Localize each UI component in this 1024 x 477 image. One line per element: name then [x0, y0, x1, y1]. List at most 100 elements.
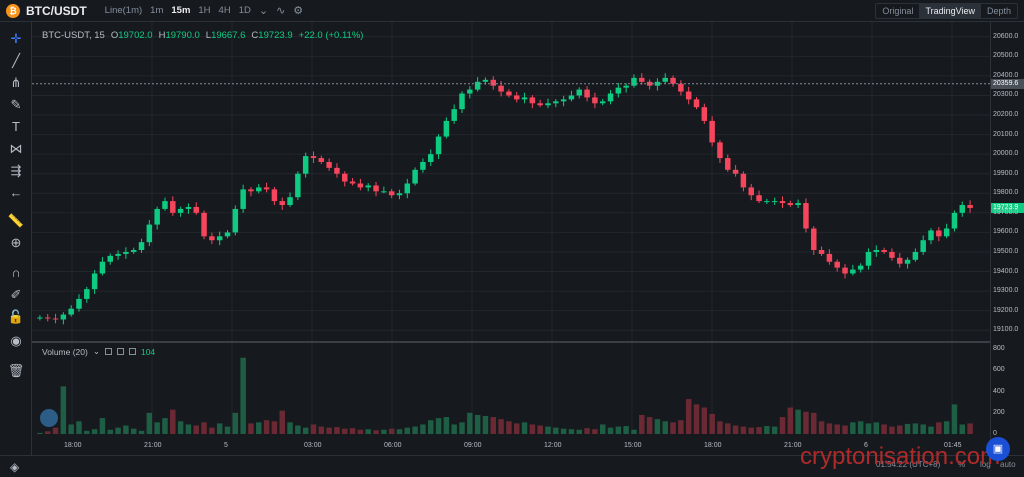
- view-depth[interactable]: Depth: [986, 6, 1011, 16]
- view-original[interactable]: Original: [882, 6, 914, 16]
- candle-body: [639, 77, 645, 82]
- time-tick-label: 18:00: [64, 442, 82, 449]
- volume-bar: [779, 417, 786, 434]
- time-axis[interactable]: 18:00 21:00 5 03:00 06:00 09:00 12:00 15:00 18:0…: [32, 437, 990, 455]
- trend-line-icon[interactable]: ╱: [12, 53, 20, 68]
- percent-toggle[interactable]: %: [958, 460, 966, 469]
- auto-toggle[interactable]: auto: [1000, 460, 1016, 469]
- bottom-bar: ◈ 01:54:22 (UTC+8) % log auto: [0, 455, 1024, 477]
- candle-body: [897, 257, 903, 264]
- candle-body: [263, 187, 270, 190]
- price-tick-label: 19600.0: [993, 228, 1019, 236]
- candle-body: [310, 156, 317, 159]
- candle-body: [779, 201, 786, 204]
- volume-bar: [435, 418, 442, 434]
- volume-bar: [873, 422, 880, 434]
- high-key: H: [158, 30, 166, 41]
- candle-body: [506, 91, 512, 96]
- eye-toggle-icon[interactable]: [104, 348, 112, 355]
- volume-bar: [193, 425, 199, 434]
- volume-bar: [240, 357, 246, 434]
- prediction-icon[interactable]: ⇶: [10, 163, 22, 178]
- volume-bar: [506, 421, 512, 434]
- candle-body: [678, 83, 684, 92]
- candle-body: [811, 228, 817, 251]
- back-arrow-icon[interactable]: ←: [9, 185, 23, 200]
- candle-body: [357, 183, 364, 188]
- candle-body: [115, 253, 121, 256]
- volume-bar: [529, 424, 536, 434]
- crosshair-icon[interactable]: ✛: [10, 31, 22, 46]
- volume-bar: [428, 420, 434, 434]
- text-icon[interactable]: T: [12, 119, 20, 134]
- indicator-icon[interactable]: ∿: [276, 5, 286, 17]
- gear-icon[interactable]: ⚙: [293, 5, 304, 17]
- candle-body: [537, 103, 543, 106]
- pitchfork-icon[interactable]: ⋔: [10, 75, 22, 90]
- volume-bar: [920, 424, 926, 434]
- layers-icon[interactable]: ◈: [10, 460, 20, 474]
- pattern-icon[interactable]: ⋈: [9, 141, 23, 156]
- candle-body: [404, 183, 411, 194]
- candle-body: [826, 253, 833, 262]
- candle-body: [865, 251, 872, 266]
- candle-body: [834, 261, 840, 268]
- interval-4h[interactable]: 4H: [218, 5, 231, 16]
- candle-body: [857, 265, 864, 270]
- eye-icon[interactable]: ◉: [10, 333, 22, 348]
- time-tick-label: 5: [224, 442, 228, 449]
- candle-body: [701, 107, 708, 121]
- candlestick-chart[interactable]: [32, 22, 990, 455]
- settings-toggle-icon[interactable]: [116, 348, 124, 355]
- volume-bar: [709, 413, 715, 434]
- volume-bar: [521, 422, 528, 434]
- interval-15m[interactable]: 15m: [171, 5, 191, 16]
- volume-bar: [295, 425, 301, 434]
- low-label: L19667.6: [206, 30, 246, 41]
- price-axis[interactable]: 20359.6 19723.9 20600.0 20500.0 20400.0 203…: [990, 22, 1024, 455]
- candle-body: [130, 250, 137, 252]
- chart-area[interactable]: BTC-USDT, 15 O19702.0 H19790.0 L19667.6 …: [32, 22, 990, 455]
- magnet-icon[interactable]: ∩: [11, 265, 21, 280]
- candle-body: [123, 251, 129, 254]
- interval-1m[interactable]: 1m: [150, 5, 164, 16]
- close-icon[interactable]: [128, 348, 136, 355]
- volume-bar: [513, 423, 520, 434]
- view-tradingview[interactable]: TradingView: [919, 4, 981, 18]
- volume-bar: [115, 427, 121, 434]
- ruler-icon[interactable]: 📏: [7, 213, 25, 228]
- log-toggle[interactable]: log: [980, 460, 991, 469]
- candle-body: [732, 169, 739, 174]
- price-tick-label: 19700.0: [993, 208, 1019, 216]
- candle-body: [271, 189, 278, 202]
- price-tick-label: 19200.0: [993, 306, 1019, 314]
- volume-bar: [76, 421, 82, 434]
- chevron-down-icon[interactable]: ⌄: [92, 346, 100, 356]
- chat-icon[interactable]: ▣: [986, 437, 1010, 461]
- low-key: L: [205, 30, 212, 41]
- chevron-down-icon[interactable]: ⌄: [258, 5, 269, 17]
- interval-line[interactable]: Line(1m): [104, 5, 143, 16]
- candle-body: [209, 236, 215, 241]
- price-tick-label: 19300.0: [993, 287, 1019, 295]
- pair-title[interactable]: BTC/USDT: [26, 3, 87, 18]
- candle-body: [631, 77, 637, 86]
- volume-bar: [37, 432, 43, 434]
- close-value: 19723.9: [258, 30, 293, 41]
- trash-icon[interactable]: 🗑: [7, 363, 25, 378]
- interval-1h[interactable]: 1H: [198, 5, 211, 16]
- volume-bar: [599, 424, 606, 434]
- stay-drawing-icon[interactable]: ✐: [10, 287, 22, 302]
- volume-bar: [717, 421, 723, 434]
- interval-1d[interactable]: 1D: [238, 5, 251, 16]
- lock-icon[interactable]: 🔓: [7, 309, 25, 324]
- time-tick-label: 21:00: [784, 442, 802, 449]
- volume-bar: [302, 427, 309, 434]
- volume-bar: [889, 426, 895, 434]
- candle-body: [420, 161, 426, 170]
- brush-icon[interactable]: ✎: [10, 97, 22, 112]
- volume-legend: Volume (20) ⌄ 104: [42, 346, 155, 357]
- candle-body: [474, 81, 481, 90]
- candle-body: [44, 317, 51, 319]
- zoom-in-icon[interactable]: ⊕: [10, 235, 22, 250]
